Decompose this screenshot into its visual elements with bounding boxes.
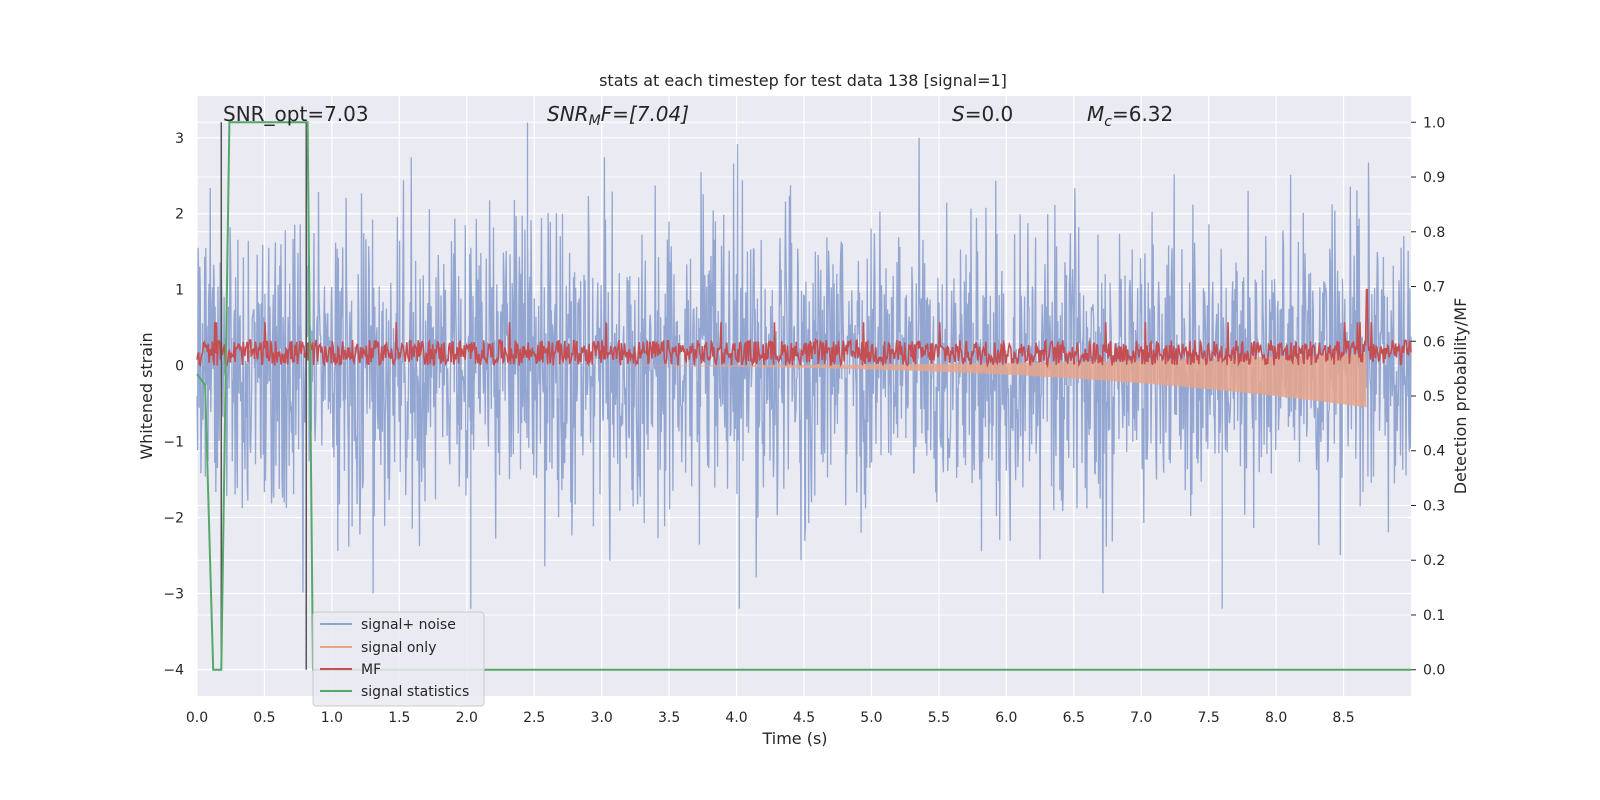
y-right-tick-label: 0.2: [1423, 553, 1445, 569]
series-signal-noise: [196, 122, 1412, 609]
annotation-mc-symbol: M: [1087, 102, 1104, 126]
x-tick-label: 1.0: [321, 710, 343, 726]
y-right-tick-label: 0.0: [1423, 663, 1445, 679]
y-right-tick-label: 0.4: [1423, 444, 1445, 460]
legend-label-signal-noise: signal+ noise: [361, 617, 456, 633]
legend: signal+ noise signal only MF signal stat…: [312, 611, 485, 707]
x-tick-label: 6.5: [1063, 710, 1085, 726]
signal-only-envelope: [466, 353, 1367, 408]
annotation-mc-value: =6.32: [1112, 102, 1173, 126]
x-tick-label: 8.0: [1265, 710, 1287, 726]
y-axis-label: Whitened strain: [137, 332, 156, 459]
series-mf: [196, 288, 1412, 369]
legend-label-signal-only: signal only: [361, 640, 436, 656]
x-axis-ticks: 0.0 0.5 1.0 1.5 2.0 2.5 3.0 3.5 4.0 4.5 5.0 5.5 6.0 6…: [186, 710, 1355, 726]
y-tick-label: −3: [163, 586, 184, 602]
x-tick-label: 6.0: [995, 710, 1017, 726]
x-tick-label: 3.5: [658, 710, 680, 726]
x-tick-label: 4.0: [725, 710, 747, 726]
annotation-snr-mf: SNRMF=[7.04]: [547, 102, 689, 129]
x-tick-label: 8.5: [1332, 710, 1354, 726]
y-tick-label: −2: [163, 511, 184, 527]
y-tick-label: 2: [175, 207, 184, 223]
annotation-snr-mf-symbol: SNR: [547, 102, 589, 126]
legend-label-mf: MF: [361, 662, 381, 678]
annotation-mc-subscript: c: [1104, 114, 1112, 130]
y-axis-ticks: 3 2 1 0 −1 −2 −3 −4: [163, 131, 184, 679]
x-tick-label: 5.5: [928, 710, 950, 726]
legend-label-signal-statistics: signal statistics: [361, 684, 469, 700]
x-tick-label: 0.5: [253, 710, 275, 726]
chart-title: stats at each timestep for test data 138…: [599, 71, 1007, 90]
x-tick-label: 2.0: [456, 710, 478, 726]
annotation-s-value: =0.0: [965, 102, 1014, 126]
signal-noise-line: [196, 122, 1412, 609]
y-right-tick-label: 0.7: [1423, 280, 1445, 296]
legend-box: [312, 611, 485, 707]
y-right-tick-label: 0.9: [1423, 170, 1445, 186]
y-right-tick-label: 0.8: [1423, 225, 1445, 241]
y-right-tick-label: 0.1: [1423, 608, 1445, 624]
y-right-tick-label: 1.0: [1423, 115, 1445, 131]
annotation-snr-opt: SNR_opt=7.03: [223, 102, 369, 126]
x-tick-label: 2.5: [523, 710, 545, 726]
x-tick-label: 4.5: [793, 710, 815, 726]
y-tick-label: −4: [163, 662, 184, 678]
y-tick-label: −1: [163, 435, 184, 451]
x-tick-label: 7.0: [1130, 710, 1152, 726]
x-tick-label: 3.0: [591, 710, 613, 726]
x-tick-label: 1.5: [388, 710, 410, 726]
x-axis-label: Time (s): [761, 729, 827, 748]
y-right-tick-label: 0.6: [1423, 334, 1445, 350]
x-tick-label: 0.0: [186, 710, 208, 726]
mf-line: [196, 288, 1412, 369]
y-tick-label: 0: [175, 359, 184, 375]
y-tick-label: 3: [175, 131, 184, 147]
y-axis-right-ticks: 1.0 0.9 0.8 0.7 0.6 0.5 0.4 0.3 0.2 0.1 0.0: [1411, 115, 1445, 679]
y-tick-label: 1: [175, 283, 184, 299]
annotation-s-symbol: S: [952, 102, 965, 126]
annotation-snr-mf-value: F=[7.04]: [601, 102, 689, 126]
y-right-tick-label: 0.5: [1423, 389, 1445, 405]
series-signal-only: [466, 353, 1367, 408]
annotation-s: S=0.0: [952, 102, 1013, 126]
x-tick-label: 5.0: [860, 710, 882, 726]
vertical-markers: [220, 122, 308, 670]
annotation-mc: Mc=6.32: [1087, 102, 1173, 130]
y-axis-right-label: Detection probability/MF: [1451, 298, 1470, 495]
y-right-tick-label: 0.3: [1423, 498, 1445, 514]
annotation-snr-mf-subscript: M: [589, 113, 601, 129]
x-tick-label: 7.5: [1198, 710, 1220, 726]
